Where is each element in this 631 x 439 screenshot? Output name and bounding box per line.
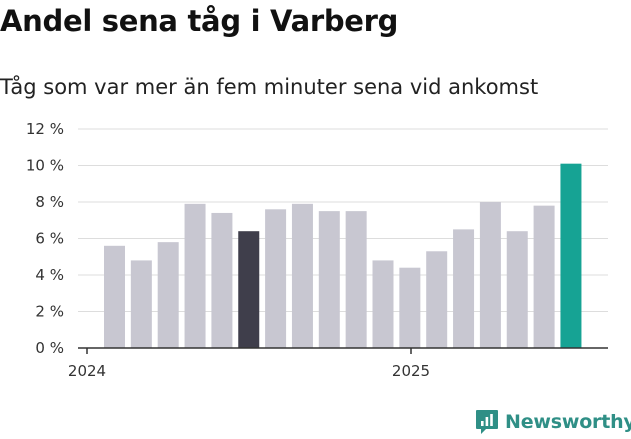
x-tick-label: 2024 bbox=[68, 362, 106, 380]
bars bbox=[104, 163, 582, 348]
bar bbox=[184, 203, 206, 348]
newsworthy-logo-icon bbox=[476, 410, 498, 434]
y-tick-label: 4 % bbox=[35, 266, 64, 284]
grid-lines bbox=[78, 128, 608, 312]
bar bbox=[104, 245, 125, 348]
bar bbox=[238, 231, 260, 348]
bar bbox=[211, 212, 233, 348]
bar bbox=[318, 211, 340, 348]
chart-title: Andel sena tåg i Varberg bbox=[0, 4, 399, 38]
bar bbox=[399, 267, 421, 348]
chart-subtitle: Tåg som var mer än fem minuter sena vid … bbox=[0, 75, 539, 99]
y-tick-label: 10 % bbox=[26, 157, 64, 175]
y-tick-label: 0 % bbox=[35, 339, 64, 357]
y-tick-label: 6 % bbox=[35, 230, 64, 248]
y-tick-label: 2 % bbox=[35, 303, 64, 321]
bar bbox=[533, 205, 555, 348]
x-tick-label: 2025 bbox=[392, 362, 430, 380]
bar bbox=[291, 203, 313, 348]
bar bbox=[453, 229, 475, 348]
bar bbox=[479, 202, 501, 348]
bar bbox=[372, 260, 394, 348]
bar bbox=[426, 251, 448, 348]
bar bbox=[265, 209, 287, 348]
axes: 0 % 2 % 4 % 6 % 8 % 10 % 12 % 2024 2025 bbox=[26, 120, 608, 380]
y-tick-label: 12 % bbox=[26, 120, 64, 138]
bar bbox=[345, 211, 367, 348]
bar bbox=[130, 260, 152, 348]
bar bbox=[506, 231, 528, 348]
brand-logo: Newsworthy bbox=[475, 406, 631, 438]
y-tick-label: 8 % bbox=[35, 193, 64, 211]
bar bbox=[157, 242, 179, 348]
brand-name: Newsworthy bbox=[505, 411, 631, 433]
bar bbox=[560, 163, 582, 348]
